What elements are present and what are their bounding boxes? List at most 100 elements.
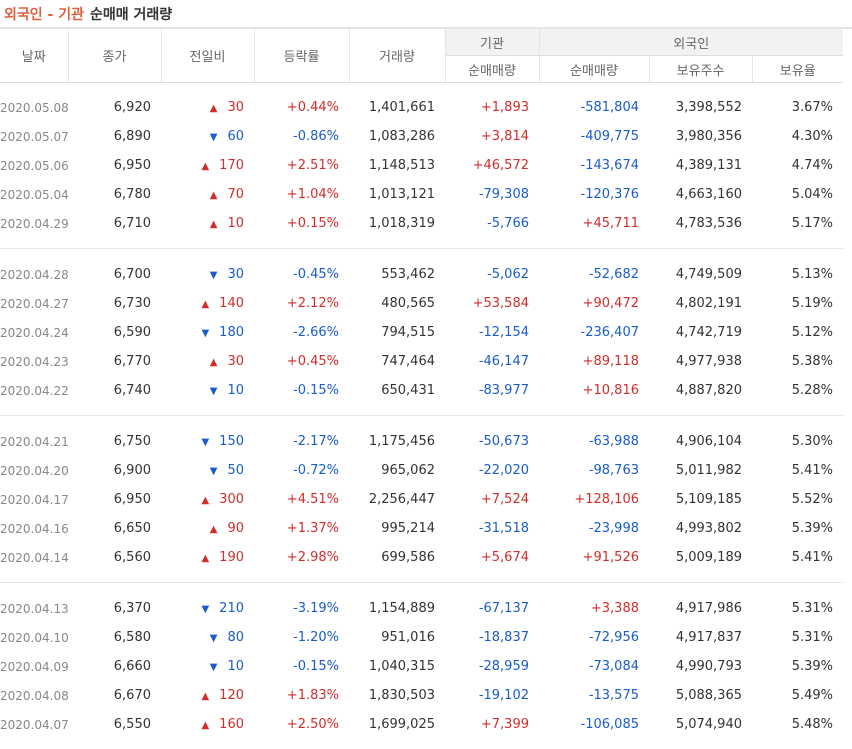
date-cell: 2020.04.29 — [0, 209, 68, 238]
group-spacer-cell — [0, 83, 843, 94]
volume-cell: 794,515 — [349, 318, 445, 347]
close-price-cell: 6,730 — [68, 289, 161, 318]
rate-cell: +0.15% — [254, 209, 349, 238]
foreign-ratio-cell: 5.04% — [752, 180, 843, 209]
foreign-holding-cell: 4,802,191 — [649, 289, 752, 318]
header-change: 전일비 — [161, 29, 254, 83]
group-spacer-cell — [0, 250, 843, 260]
close-price-cell: 6,590 — [68, 318, 161, 347]
volume-cell: 1,083,286 — [349, 122, 445, 151]
change-value: 160 — [219, 717, 244, 732]
foreign-ratio-cell: 5.31% — [752, 594, 843, 623]
change-value: 300 — [219, 492, 244, 507]
foreign-net-cell: +90,472 — [539, 289, 649, 318]
foreign-ratio-cell: 5.31% — [752, 623, 843, 652]
date-cell: 2020.04.09 — [0, 652, 68, 681]
down-triangle-icon: ▼ — [210, 466, 218, 477]
rate-cell: -0.72% — [254, 456, 349, 485]
rate-cell: +2.50% — [254, 710, 349, 739]
foreign-holding-cell: 4,749,509 — [649, 260, 752, 289]
volume-cell: 995,214 — [349, 514, 445, 543]
date-cell: 2020.04.24 — [0, 318, 68, 347]
close-price-cell: 6,580 — [68, 623, 161, 652]
rate-cell: -0.45% — [254, 260, 349, 289]
volume-cell: 1,830,503 — [349, 681, 445, 710]
rate-cell: +4.51% — [254, 485, 349, 514]
institution-net-cell: +7,399 — [445, 710, 539, 739]
header-foreign-group: 외국인 — [539, 29, 843, 56]
foreign-net-cell: +128,106 — [539, 485, 649, 514]
institution-net-cell: -28,959 — [445, 652, 539, 681]
rate-cell: +0.44% — [254, 93, 349, 122]
institution-net-cell: -5,062 — [445, 260, 539, 289]
header-foreign-holding: 보유주수 — [649, 56, 752, 83]
volume-cell: 1,148,513 — [349, 151, 445, 180]
close-price-cell: 6,950 — [68, 151, 161, 180]
institution-net-cell: +1,893 — [445, 93, 539, 122]
change-cell: ▲120 — [161, 681, 254, 710]
rate-cell: +0.45% — [254, 347, 349, 376]
foreign-holding-cell: 4,917,837 — [649, 623, 752, 652]
date-cell: 2020.05.07 — [0, 122, 68, 151]
title-main: 외국인 - 기관 — [4, 4, 84, 24]
date-cell: 2020.04.28 — [0, 260, 68, 289]
rate-cell: +2.12% — [254, 289, 349, 318]
rate-cell: -2.66% — [254, 318, 349, 347]
group-spacer — [0, 238, 843, 249]
header-foreign-net: 순매매량 — [539, 56, 649, 83]
foreign-net-cell: -23,998 — [539, 514, 649, 543]
institution-net-cell: -46,147 — [445, 347, 539, 376]
change-value: 30 — [227, 354, 244, 369]
group-spacer — [0, 417, 843, 427]
institution-net-cell: +46,572 — [445, 151, 539, 180]
foreign-holding-cell: 4,783,536 — [649, 209, 752, 238]
close-price-cell: 6,770 — [68, 347, 161, 376]
rate-cell: -1.20% — [254, 623, 349, 652]
close-price-cell: 6,900 — [68, 456, 161, 485]
rate-cell: +2.51% — [254, 151, 349, 180]
header-volume: 거래량 — [349, 29, 445, 83]
date-cell: 2020.04.13 — [0, 594, 68, 623]
change-cell: ▼ 210 — [161, 594, 254, 623]
institution-net-cell: -31,518 — [445, 514, 539, 543]
date-cell: 2020.04.22 — [0, 376, 68, 405]
close-price-cell: 6,780 — [68, 180, 161, 209]
down-triangle-icon: ▼ — [201, 604, 209, 615]
up-triangle-icon: ▲ — [201, 161, 209, 172]
foreign-ratio-cell: 5.48% — [752, 710, 843, 739]
rate-cell: -0.15% — [254, 652, 349, 681]
close-price-cell: 6,560 — [68, 543, 161, 572]
change-value: 80 — [227, 630, 244, 645]
foreign-holding-cell: 5,011,982 — [649, 456, 752, 485]
header-close: 종가 — [68, 29, 161, 83]
date-cell: 2020.04.20 — [0, 456, 68, 485]
change-value: 170 — [219, 158, 244, 173]
volume-cell: 951,016 — [349, 623, 445, 652]
group-spacer-cell — [0, 739, 843, 749]
volume-cell: 1,018,319 — [349, 209, 445, 238]
date-cell: 2020.04.14 — [0, 543, 68, 572]
change-value: 30 — [227, 267, 244, 282]
change-value: 210 — [219, 601, 244, 616]
group-spacer-cell — [0, 417, 843, 427]
rate-cell: -0.86% — [254, 122, 349, 151]
close-price-cell: 6,660 — [68, 652, 161, 681]
change-value: 60 — [227, 129, 244, 144]
foreign-holding-cell: 4,977,938 — [649, 347, 752, 376]
foreign-ratio-cell: 5.30% — [752, 427, 843, 456]
header-institution-net: 순매매량 — [445, 56, 539, 83]
rate-cell: +1.83% — [254, 681, 349, 710]
foreign-ratio-cell: 5.41% — [752, 543, 843, 572]
header-institution-group: 기관 — [445, 29, 539, 56]
institution-net-cell: +7,524 — [445, 485, 539, 514]
group-spacer-cell — [0, 584, 843, 594]
change-value: 90 — [227, 521, 244, 536]
